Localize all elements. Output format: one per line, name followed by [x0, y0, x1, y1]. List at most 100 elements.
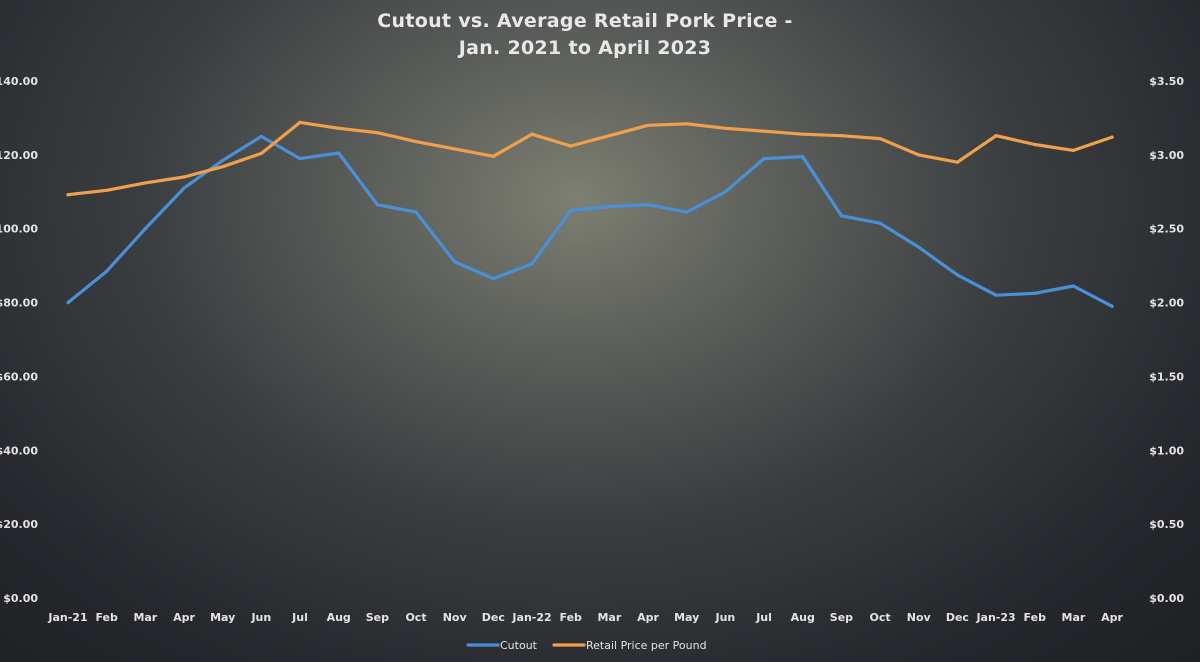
data-point [955, 273, 960, 277]
x-tick-label: Oct [405, 611, 426, 624]
x-tick-label: Feb [560, 611, 583, 624]
legend-label-retail-price: Retail Price per Pound [586, 639, 707, 652]
data-point [221, 165, 225, 169]
x-tick-label: Aug [791, 611, 815, 624]
y-right-tick-label: $0.00 [1149, 592, 1184, 605]
x-tick-label: Jun [715, 611, 736, 624]
y-left-tick-label: 140.00 [0, 75, 38, 88]
x-tick-label: Dec [946, 611, 969, 624]
data-point [723, 126, 727, 130]
data-point [298, 120, 302, 124]
y-right-tick-label: $1.50 [1149, 370, 1184, 383]
x-tick-label: Jan-23 [975, 611, 1015, 624]
y-right-tick-label: $2.50 [1149, 223, 1184, 236]
x-tick-label: May [674, 611, 699, 624]
x-tick-label: Sep [830, 611, 853, 624]
data-point [530, 262, 534, 266]
x-tick-label: Dec [482, 611, 505, 624]
series-line-retail-price [66, 120, 1114, 197]
data-point [491, 154, 495, 158]
data-point [375, 131, 379, 135]
data-point [453, 147, 457, 151]
data-point [839, 214, 844, 218]
chart-title-line1: Cutout vs. Average Retail Pork Price - [377, 10, 793, 32]
data-point [685, 122, 689, 126]
y-left-tick-label: $100.00 [0, 223, 38, 236]
y-right-tick-label: $0.50 [1149, 518, 1184, 531]
y-right-tick-label: $3.00 [1149, 149, 1184, 162]
data-point [298, 156, 302, 161]
y-left-tick-label: $120.00 [0, 149, 38, 162]
x-tick-label: May [210, 611, 235, 624]
data-point [414, 139, 418, 144]
data-point [762, 129, 766, 133]
data-point [1071, 148, 1076, 153]
chart-title: Cutout vs. Average Retail Pork Price - J… [0, 8, 1170, 62]
data-point [491, 276, 495, 281]
x-tick-label: Feb [1024, 611, 1047, 624]
data-point [1110, 135, 1114, 139]
data-point [607, 134, 611, 138]
y-left-tick-label: $60.00 [0, 370, 38, 383]
data-point [994, 134, 998, 138]
data-point [569, 208, 573, 212]
y-right-tick-label: $2.00 [1149, 297, 1184, 310]
x-tick-label: Sep [366, 611, 389, 624]
y-right-tick-label: $1.00 [1149, 444, 1184, 457]
data-point [723, 190, 727, 194]
data-point [530, 132, 534, 136]
y-left-tick-label: $20.00 [0, 518, 38, 531]
data-point [839, 134, 844, 138]
data-point [337, 126, 341, 130]
legend-label-cutout: Cutout [500, 639, 538, 652]
x-tick-label: Jul [755, 611, 772, 624]
data-point [414, 210, 418, 214]
y-right-tick-label: $3.50 [1149, 75, 1184, 88]
data-point [221, 158, 225, 162]
x-tick-label: Nov [907, 611, 932, 624]
data-point [66, 193, 70, 197]
data-point [259, 134, 263, 138]
data-point [143, 227, 147, 231]
data-point [375, 203, 379, 207]
x-tick-label: Apr [1101, 611, 1123, 624]
data-point [259, 151, 263, 155]
data-point [105, 188, 109, 192]
data-point [646, 123, 650, 127]
x-tick-label: Apr [173, 611, 195, 624]
series-line-cutout [66, 134, 1114, 308]
x-tick-label: Jan-21 [47, 611, 87, 624]
y-left-tick-label: $40.00 [0, 444, 38, 457]
data-point [607, 204, 611, 209]
data-point [801, 155, 805, 159]
x-tick-label: Mar [133, 611, 157, 624]
x-tick-label: Apr [637, 611, 659, 624]
data-point [878, 221, 882, 225]
data-point [337, 151, 341, 155]
data-point [1033, 291, 1037, 295]
y-left-tick-label: $80.00 [0, 297, 38, 310]
data-point [878, 137, 882, 141]
data-point [646, 203, 650, 207]
data-point [685, 210, 689, 214]
data-point [66, 300, 70, 305]
data-point [105, 269, 109, 273]
data-point [1071, 284, 1076, 288]
x-tick-label: Aug [327, 611, 351, 624]
data-point [955, 160, 960, 164]
x-tick-label: Jul [291, 611, 308, 624]
x-tick-label: Mar [1062, 611, 1086, 624]
x-tick-label: Nov [443, 611, 468, 624]
chart-title-line2: Jan. 2021 to April 2023 [458, 37, 712, 59]
data-point [453, 260, 457, 264]
x-tick-label: Oct [869, 611, 890, 624]
data-point [994, 293, 998, 297]
x-tick-label: Jan-22 [511, 611, 551, 624]
data-point [1110, 304, 1114, 308]
data-point [1033, 142, 1037, 147]
data-point [569, 144, 573, 148]
data-point [917, 153, 921, 157]
x-tick-label: Mar [597, 611, 621, 624]
